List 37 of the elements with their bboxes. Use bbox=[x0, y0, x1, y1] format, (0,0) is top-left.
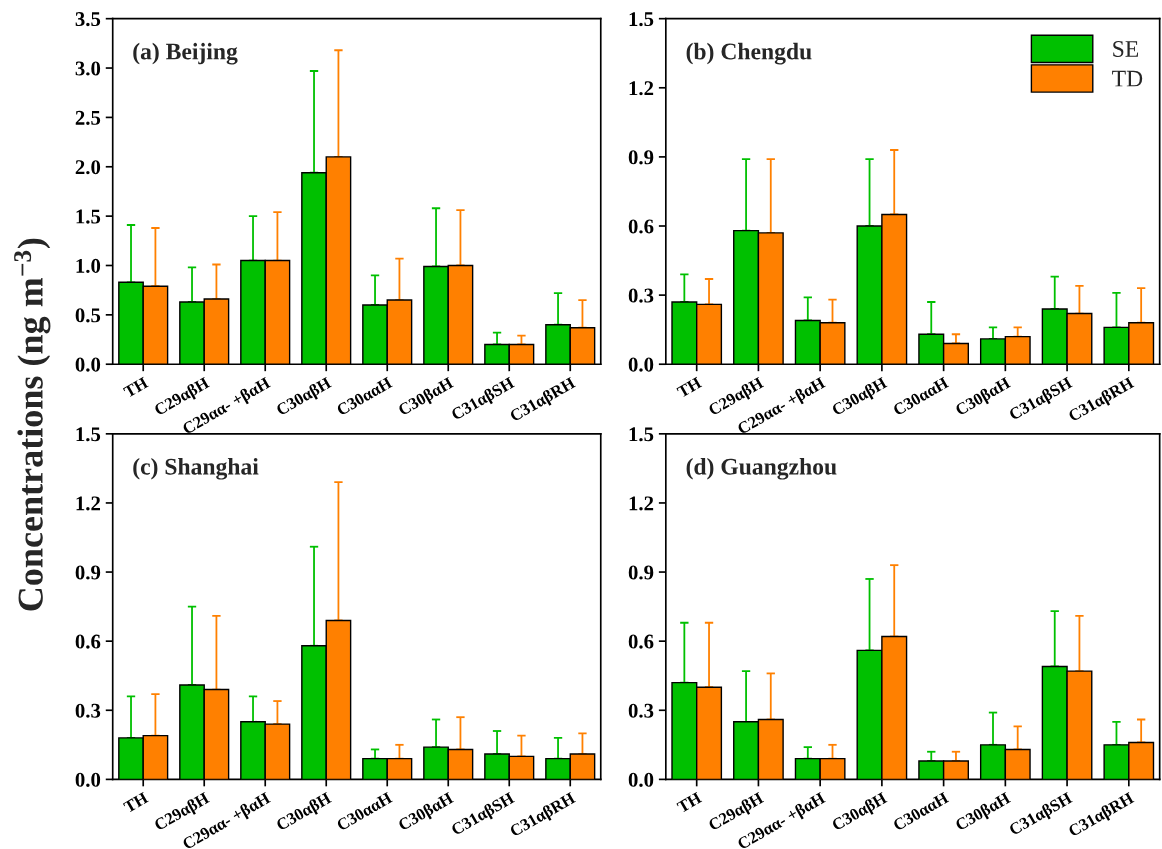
y-tick-label: 0.6 bbox=[628, 219, 654, 234]
y-tick-label: 0.6 bbox=[75, 634, 101, 649]
text: (b) Chengdu bbox=[686, 42, 812, 65]
y-tick-label: 1.5 bbox=[76, 209, 101, 224]
x-tick-label: TH bbox=[676, 376, 703, 398]
y-tick-label: 0.3 bbox=[75, 703, 101, 718]
legend-label: TD bbox=[1112, 70, 1143, 87]
y-tick-label: 2.0 bbox=[75, 160, 101, 175]
x-tick-label: TH bbox=[122, 791, 149, 814]
y-tick-label: 0.9 bbox=[75, 565, 101, 580]
y-tick-label: 0.3 bbox=[628, 288, 654, 303]
y-tick-label: 1.5 bbox=[629, 12, 654, 27]
y-tick-label: 0.0 bbox=[75, 772, 101, 787]
y-tick-label: 3.5 bbox=[75, 12, 101, 27]
legend-label: SE bbox=[1113, 41, 1139, 57]
y-tick-label: 2.5 bbox=[75, 110, 101, 125]
y-tick-label: 0.9 bbox=[628, 565, 654, 580]
y-tick-label: 0.9 bbox=[628, 150, 654, 165]
x-tick-label: TH bbox=[676, 791, 703, 814]
y-tick-label: 0.3 bbox=[628, 703, 654, 718]
y-tick-label: 0.0 bbox=[75, 357, 101, 372]
y-tick-label: 1.5 bbox=[629, 427, 654, 442]
y-tick-label: 3.0 bbox=[75, 61, 101, 76]
x-tick-label: TH bbox=[122, 376, 149, 398]
y-tick-label: 0.5 bbox=[75, 308, 101, 323]
y-tick-label: 1.0 bbox=[76, 258, 101, 274]
y-tick-label: 1.2 bbox=[629, 81, 654, 96]
text: (c) Shanghai bbox=[133, 458, 259, 480]
y-axis-title: Concentrations (ng m$^{−3}$) bbox=[14, 238, 51, 611]
text: (a) Beijing bbox=[133, 42, 238, 65]
y-tick-label: 1.2 bbox=[76, 496, 101, 511]
y-tick-label: 1.2 bbox=[629, 496, 654, 511]
text: (d) Guangzhou bbox=[686, 458, 837, 480]
y-tick-label: 0.0 bbox=[628, 357, 654, 372]
y-tick-label: 0.0 bbox=[628, 772, 654, 787]
y-tick-label: 1.5 bbox=[76, 427, 101, 442]
y-tick-label: 0.6 bbox=[628, 634, 654, 649]
